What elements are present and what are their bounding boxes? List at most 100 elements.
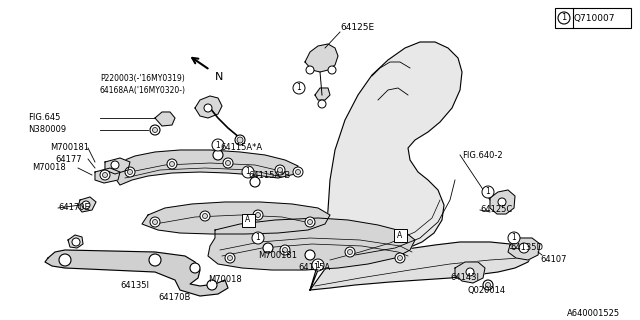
Circle shape (227, 255, 232, 260)
Bar (555, 8, 631, 28)
Circle shape (225, 253, 235, 263)
Polygon shape (155, 112, 175, 126)
Text: 64135D: 64135D (510, 244, 543, 252)
Circle shape (202, 213, 207, 219)
Circle shape (293, 167, 303, 177)
Text: A: A (397, 230, 403, 239)
Text: 1: 1 (486, 188, 490, 196)
Polygon shape (305, 44, 338, 72)
Circle shape (72, 238, 80, 246)
Text: P220003(-'16MY0319): P220003(-'16MY0319) (100, 74, 185, 83)
Circle shape (306, 66, 314, 74)
Circle shape (305, 217, 315, 227)
Polygon shape (310, 42, 462, 290)
Circle shape (100, 170, 110, 180)
Circle shape (498, 198, 506, 206)
Circle shape (235, 135, 245, 145)
Text: M70018: M70018 (208, 276, 242, 284)
Circle shape (278, 167, 282, 172)
Circle shape (293, 82, 305, 94)
Circle shape (486, 283, 490, 287)
Text: FIG.640-2: FIG.640-2 (462, 150, 502, 159)
Circle shape (466, 268, 474, 276)
Circle shape (519, 243, 529, 253)
Text: N380009: N380009 (28, 125, 66, 134)
Polygon shape (105, 158, 130, 174)
Circle shape (345, 247, 355, 257)
Polygon shape (208, 218, 415, 270)
Polygon shape (455, 262, 485, 283)
Text: A640001525: A640001525 (567, 308, 620, 317)
Polygon shape (45, 250, 228, 296)
Polygon shape (195, 96, 222, 118)
Circle shape (149, 254, 161, 266)
Circle shape (312, 259, 324, 271)
Polygon shape (68, 235, 83, 248)
Circle shape (275, 165, 285, 175)
Circle shape (307, 220, 312, 225)
Circle shape (150, 125, 160, 135)
Circle shape (225, 161, 230, 165)
Text: 64170B: 64170B (158, 292, 190, 301)
Text: 1: 1 (296, 84, 301, 92)
Polygon shape (78, 197, 96, 212)
Circle shape (328, 66, 336, 74)
Text: 1: 1 (216, 140, 220, 149)
Circle shape (190, 263, 200, 273)
Circle shape (397, 255, 403, 260)
Text: 64143I: 64143I (450, 274, 479, 283)
Text: 1: 1 (511, 234, 516, 243)
Text: 1: 1 (255, 234, 260, 243)
Text: A: A (245, 215, 251, 225)
Text: M700181: M700181 (50, 143, 89, 153)
Text: 64170E: 64170E (58, 204, 90, 212)
Circle shape (395, 253, 405, 263)
Text: Q020014: Q020014 (468, 285, 506, 294)
Polygon shape (490, 190, 515, 214)
Text: 64125E: 64125E (340, 23, 374, 33)
Text: 1: 1 (246, 167, 250, 177)
Circle shape (237, 137, 243, 143)
Circle shape (111, 161, 119, 169)
Circle shape (483, 280, 493, 290)
Circle shape (296, 170, 301, 174)
Polygon shape (142, 202, 330, 234)
Circle shape (252, 232, 264, 244)
Text: 1: 1 (316, 260, 321, 269)
Circle shape (150, 217, 160, 227)
Circle shape (282, 247, 287, 252)
Circle shape (59, 254, 71, 266)
Circle shape (167, 159, 177, 169)
Text: 64115A*A: 64115A*A (220, 143, 262, 153)
Circle shape (200, 211, 210, 221)
Circle shape (152, 127, 157, 132)
Circle shape (242, 166, 254, 178)
Polygon shape (508, 238, 540, 260)
Text: 1: 1 (561, 13, 566, 22)
Circle shape (82, 201, 90, 209)
Circle shape (170, 162, 175, 166)
Circle shape (263, 243, 273, 253)
Polygon shape (115, 150, 298, 185)
Text: 64107: 64107 (540, 255, 566, 265)
Text: N: N (215, 72, 223, 82)
Text: M70018: M70018 (32, 164, 66, 172)
Bar (241, 213, 255, 227)
Circle shape (213, 150, 223, 160)
Bar (394, 228, 406, 242)
Circle shape (318, 100, 326, 108)
Circle shape (127, 170, 132, 174)
Text: 64115A: 64115A (298, 263, 330, 273)
Circle shape (102, 172, 108, 178)
Text: 64115A*B: 64115A*B (248, 171, 291, 180)
Circle shape (558, 12, 570, 24)
Polygon shape (95, 168, 120, 183)
Circle shape (255, 212, 260, 218)
Text: M700181: M700181 (258, 251, 297, 260)
Polygon shape (315, 88, 330, 100)
Circle shape (280, 245, 290, 255)
Circle shape (207, 280, 217, 290)
Circle shape (348, 250, 353, 254)
Circle shape (305, 250, 315, 260)
Text: Q710007: Q710007 (574, 13, 616, 22)
